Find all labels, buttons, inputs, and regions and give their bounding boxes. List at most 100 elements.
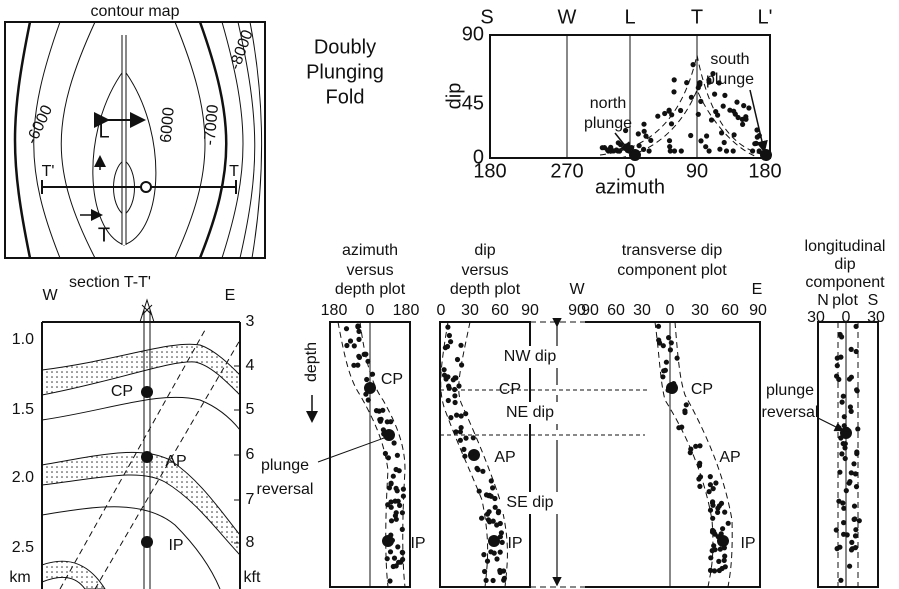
scatter-dot (392, 513, 398, 519)
tick-label: 90 (686, 160, 708, 182)
scatter-dot (626, 144, 632, 150)
scatter-dot (713, 480, 719, 486)
scatter-dot (443, 376, 449, 382)
scatter-dot (490, 485, 496, 491)
scatter-dot (707, 482, 714, 488)
scatter-dot (400, 493, 406, 499)
scatter-dot (388, 518, 395, 524)
scatter-dot (356, 336, 362, 342)
zone-label: NW dip (504, 348, 557, 365)
panel-title: plot (832, 292, 858, 309)
contour-label: -6000 (23, 103, 56, 147)
scatter-dot (497, 534, 503, 540)
scatter-dot (491, 550, 497, 556)
scatter-dot (836, 425, 842, 431)
scatter-dot (458, 413, 464, 419)
tick-label: 60 (491, 302, 509, 319)
scatter-dot (667, 144, 673, 150)
scatter-dot (388, 499, 394, 505)
scatter-dot (441, 367, 447, 373)
axis-label: depth (303, 342, 320, 382)
scatter-dot (756, 148, 762, 154)
scatter-dot (450, 377, 456, 383)
scatter-dot (442, 345, 448, 351)
scatter-dot (698, 138, 704, 144)
scatter-dot (347, 338, 354, 344)
point-label: IP (740, 535, 755, 552)
scatter-dot (482, 568, 488, 575)
scatter-dot (623, 127, 629, 134)
scatter-dot (847, 404, 854, 410)
derrick (139, 298, 155, 323)
scatter-dot (853, 323, 859, 329)
scatter-dot (720, 103, 726, 109)
scatter-dot (671, 381, 677, 387)
scatter-dot (363, 391, 369, 397)
scatter-dot (716, 558, 722, 565)
tick-label: 4 (246, 357, 255, 374)
scatter-dot (671, 148, 678, 154)
scatter-dot (452, 393, 458, 399)
axis-label: azimuth (595, 176, 665, 198)
label-bg (496, 346, 562, 368)
scatter-dot (497, 549, 503, 555)
tick-label: 180 (748, 160, 781, 182)
tick-label: 30 (807, 309, 825, 326)
scatter-dot (388, 504, 394, 510)
axis-label: dip (443, 83, 465, 110)
scatter-dot (839, 451, 845, 457)
map-label: T' (42, 163, 55, 180)
scatter-dot (388, 532, 394, 538)
cp-point (364, 382, 376, 394)
scatter-dot (695, 111, 701, 117)
scatter-dot (839, 334, 845, 340)
scatter-dot (682, 408, 688, 414)
scatter-dot (387, 578, 393, 584)
scatter-dot (488, 493, 494, 499)
tick-label: 1.0 (12, 331, 34, 348)
scatter-dot (684, 80, 690, 86)
zone-label: NE dip (506, 404, 554, 421)
scatter-dot (841, 520, 847, 526)
scatter-dot (839, 399, 845, 405)
scatter-dot (388, 481, 394, 487)
envelope (337, 321, 406, 588)
scatter-dot (739, 116, 746, 122)
tick-label: L' (758, 6, 773, 28)
scatter-dot (452, 399, 458, 406)
direction-lines (566, 35, 698, 158)
scatter-dot (499, 539, 505, 546)
scatter-dot (397, 502, 403, 508)
ip-point (488, 535, 500, 547)
scatter-dot (753, 140, 759, 146)
direction-label: W (569, 281, 585, 298)
scatter-dot (696, 82, 702, 88)
tick-label: 30 (691, 302, 709, 319)
panel-title: longitudinal (805, 238, 886, 255)
scatter-dot (461, 446, 467, 452)
scatter-dot (712, 91, 718, 97)
scatter-dot (851, 461, 857, 467)
scatter-dot (676, 425, 682, 431)
scatter-dot (399, 510, 405, 516)
dip-azimuth-plot: dip azimuth north plunge south plunge (443, 34, 772, 198)
transverse-plot: E CP AP IP (585, 281, 762, 588)
scatter-dot (399, 526, 405, 533)
scatter-dot (711, 543, 717, 549)
scatter-dot (668, 121, 675, 127)
scatter-dot (666, 138, 673, 144)
point-label: CP (691, 381, 713, 398)
scatter-dot (849, 539, 855, 546)
point-label: AP (494, 449, 515, 466)
tick-label: 7 (246, 491, 255, 508)
scatter-dot (400, 556, 406, 563)
scatter-dot (458, 425, 464, 431)
scatter-dot (844, 426, 850, 432)
scatter-dot (616, 148, 622, 154)
scatter-dot (715, 509, 721, 515)
scatter-dot (490, 577, 496, 584)
scatter-dot (706, 489, 712, 495)
scatter-dot (841, 414, 847, 420)
scatter-dot (356, 328, 362, 334)
